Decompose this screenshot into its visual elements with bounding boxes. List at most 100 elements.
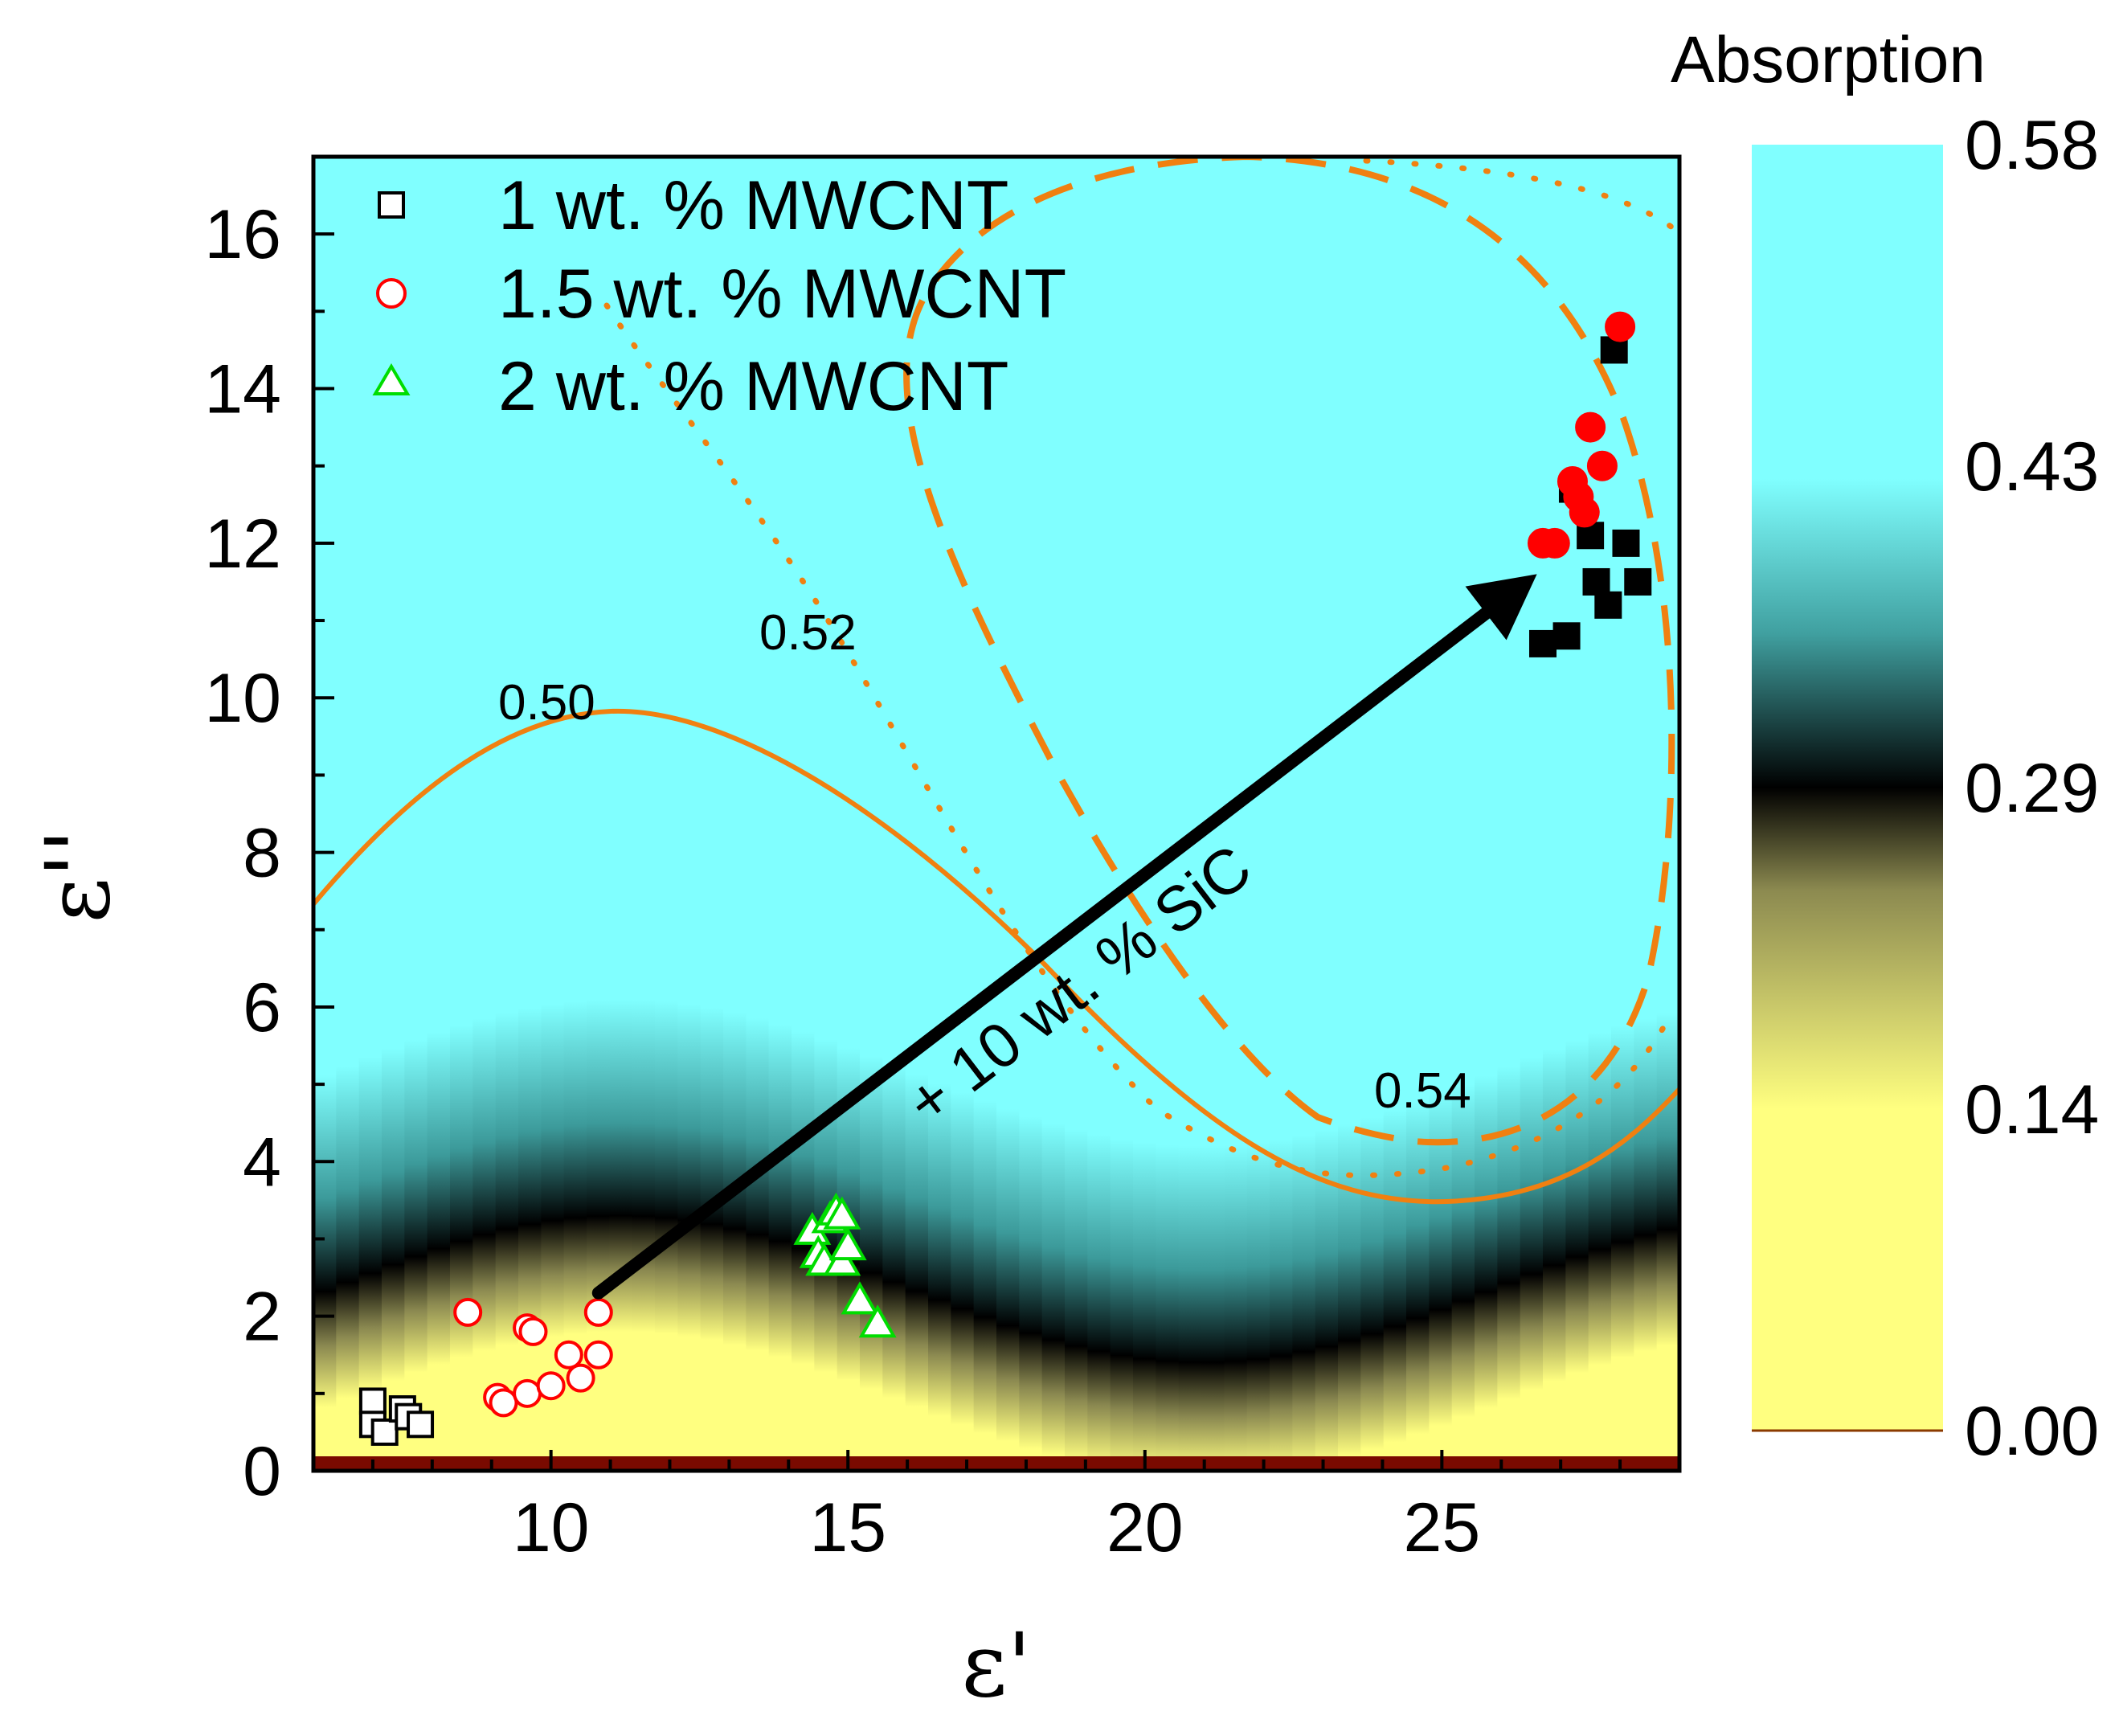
heatmap-strip [1338, 157, 1362, 1471]
point-series-1 [583, 1297, 613, 1327]
heatmap-strip [1133, 157, 1157, 1471]
colorbar-tick-label: 0.29 [1965, 750, 2099, 827]
x-axis: 10 15 20 25 [312, 1450, 1681, 1566]
heatmap-strip [1497, 157, 1521, 1471]
y-tick-label: 8 [243, 815, 281, 892]
legend-label-1wt: 1 wt. % MWCNT [498, 167, 1008, 244]
heatmap-strip [336, 157, 360, 1471]
data-points [358, 311, 1652, 1446]
x-tick-label: 10 [513, 1489, 590, 1566]
point-series-2 [823, 1196, 861, 1230]
x-tick-label: 20 [1107, 1489, 1184, 1566]
point-series-1 [453, 1297, 483, 1327]
heatmap-strip [1292, 157, 1316, 1471]
colorbar-tick-label: 0.14 [1965, 1071, 2099, 1148]
heatmap-strip [1360, 157, 1385, 1471]
legend-marker-1wt [378, 191, 405, 219]
plot-frame [311, 154, 1682, 1473]
point-series-2 [858, 1304, 897, 1338]
heatmap-strip [1634, 157, 1658, 1471]
heatmap-strip [518, 157, 542, 1471]
heatmap-strip [882, 157, 906, 1471]
colorbar-tick-label: 0.58 [1965, 107, 2099, 184]
heatmap-strip [1611, 157, 1635, 1471]
point-series-4 [1569, 497, 1600, 528]
heatmap-strip [1041, 157, 1066, 1471]
contour-label-054: 0.54 [1374, 1063, 1471, 1119]
point-series-1 [583, 1340, 613, 1370]
y-tick-label: 0 [243, 1433, 281, 1510]
heatmap-strip [1246, 157, 1270, 1471]
heatmap-strip [1543, 157, 1567, 1471]
heatmap-strip [677, 157, 702, 1471]
heatmap-strip [951, 157, 975, 1471]
point-series-3 [1552, 622, 1581, 650]
heatmap-strip [1383, 157, 1407, 1471]
sic-arrow [591, 574, 1537, 1300]
point-series-3 [1594, 591, 1622, 619]
point-series-3 [1612, 529, 1640, 557]
contour-054 [903, 157, 1675, 1146]
heatmap-strip [1019, 157, 1043, 1471]
x-tick-label: 15 [809, 1489, 886, 1566]
heatmap-strip [609, 157, 633, 1471]
heatmap-strip [563, 157, 587, 1471]
y-tick-label: 4 [243, 1124, 281, 1201]
legend-marker-2wt [372, 363, 411, 395]
point-series-3 [1529, 629, 1557, 657]
heatmap-strip [768, 157, 792, 1471]
legend: 1 wt. % MWCNT 1.5 wt. % MWCNT 2 wt. % MW… [372, 167, 1066, 425]
point-series-4 [1586, 450, 1618, 481]
heatmap-strip [1406, 157, 1430, 1471]
heatmap-strip [1429, 157, 1453, 1471]
colorbar-tick-label: 0.43 [1965, 428, 2099, 506]
y-tick-label: 6 [243, 969, 281, 1046]
point-series-0 [358, 1387, 387, 1415]
heatmap-strips [313, 157, 1679, 1471]
heatmap-strip [1270, 157, 1294, 1471]
point-series-3 [1624, 567, 1652, 596]
heatmap-strip [1520, 157, 1544, 1471]
contour-label-050: 0.50 [498, 675, 595, 731]
arrow-shaft [591, 606, 1493, 1300]
colorbar-gradient [1752, 145, 1943, 1431]
contour-lines [313, 157, 1679, 1205]
point-series-1 [518, 1316, 548, 1346]
point-series-1 [566, 1363, 595, 1393]
heatmap-strip [427, 157, 451, 1471]
point-series-1 [554, 1340, 583, 1370]
heatmap-strip [1565, 157, 1589, 1471]
y-tick-label: 12 [204, 506, 281, 583]
heatmap-strip [450, 157, 474, 1471]
colorbar: Absorption 0.58 0.43 0.29 0.14 0.00 [1671, 23, 2099, 1470]
y-axis-title: ε'' [27, 829, 129, 923]
heatmap-strip [1315, 157, 1339, 1471]
heatmap-strip [587, 157, 611, 1471]
heatmap-strip [1178, 157, 1202, 1471]
point-series-1 [513, 1378, 542, 1408]
point-series-1 [536, 1371, 566, 1401]
heatmap-strip [313, 157, 337, 1471]
y-axis: 0 2 4 6 8 10 12 14 16 [204, 155, 334, 1510]
y-tick-label: 16 [204, 196, 281, 273]
heatmap-strip [996, 157, 1021, 1471]
colorbar-tick-label: 0.00 [1965, 1393, 2099, 1470]
x-tick-label: 25 [1404, 1489, 1481, 1566]
heatmap-strip [1451, 157, 1475, 1471]
arrow-head [1465, 574, 1537, 641]
point-series-2 [841, 1281, 879, 1315]
heatmap-strip [1475, 157, 1499, 1471]
heatmap-strip [1156, 157, 1180, 1471]
heatmap-strip [700, 157, 724, 1471]
heatmap-strip [973, 157, 997, 1471]
colorbar-ticks: 0.58 0.43 0.29 0.14 0.00 [1965, 107, 2099, 1470]
heatmap-bottom-band [313, 1456, 1679, 1471]
y-tick-label: 14 [204, 351, 281, 428]
heatmap-strip [358, 157, 382, 1471]
contour-label-052: 0.52 [759, 605, 857, 661]
point-series-1 [489, 1388, 518, 1418]
point-series-4 [1575, 411, 1606, 443]
x-axis-title: ε' [961, 1614, 1031, 1717]
point-series-3 [1582, 567, 1610, 596]
